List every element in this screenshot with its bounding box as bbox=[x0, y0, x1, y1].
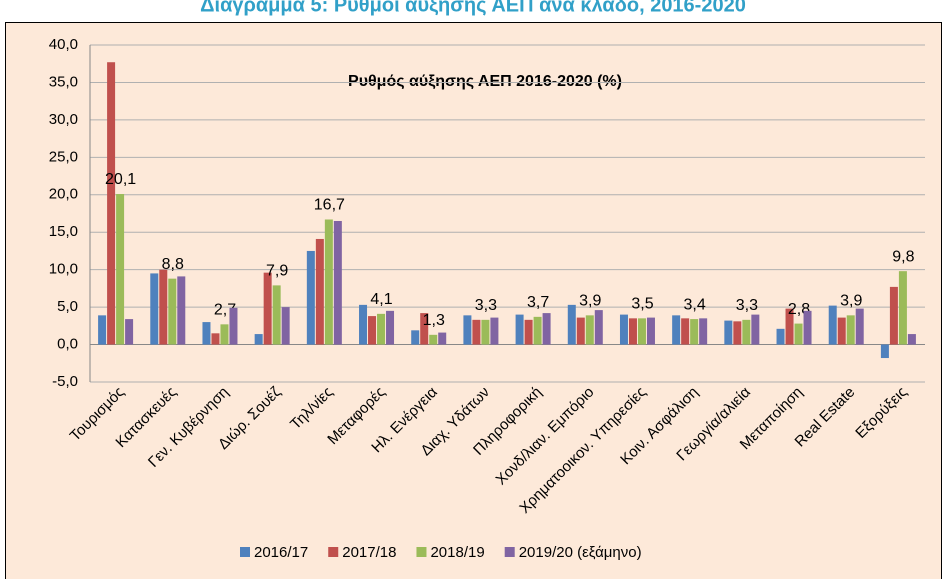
bar bbox=[542, 313, 551, 345]
data-label: 16,7 bbox=[314, 197, 345, 214]
bar bbox=[333, 220, 342, 345]
chart-title: Διάγραμμα 5: Ρυθμοί αύξησης ΑΕΠ ανά κλάδ… bbox=[200, 0, 746, 16]
bar bbox=[429, 334, 438, 345]
bar bbox=[576, 317, 585, 345]
data-label: 3,9 bbox=[579, 293, 601, 310]
bar bbox=[202, 322, 211, 345]
y-tick-label: 10,0 bbox=[49, 261, 78, 278]
legend-label: 2019/20 (εξάμηνο) bbox=[519, 544, 642, 561]
y-tick-label: 0,0 bbox=[57, 336, 78, 353]
bar bbox=[880, 344, 889, 359]
y-tick-label: -5,0 bbox=[52, 373, 78, 390]
bar bbox=[794, 323, 803, 345]
bar bbox=[229, 307, 238, 345]
bar bbox=[515, 314, 524, 345]
data-label: 3,5 bbox=[631, 296, 653, 313]
legend-swatch bbox=[416, 547, 427, 557]
bar bbox=[177, 276, 186, 345]
legend-label: 2016/17 bbox=[254, 544, 308, 561]
bar bbox=[98, 315, 107, 345]
bar bbox=[438, 332, 447, 345]
bar bbox=[594, 310, 603, 345]
bar bbox=[472, 319, 481, 345]
bar bbox=[533, 316, 542, 345]
y-tick-label: 30,0 bbox=[49, 111, 78, 128]
bar bbox=[776, 328, 785, 345]
legend-label: 2017/18 bbox=[342, 544, 396, 561]
bar bbox=[524, 319, 533, 345]
bar bbox=[672, 315, 681, 345]
y-tick-label: 40,0 bbox=[49, 36, 78, 53]
bar bbox=[733, 321, 742, 345]
bar bbox=[742, 319, 751, 345]
bar bbox=[368, 316, 377, 345]
bar bbox=[150, 273, 159, 345]
data-label: 20,1 bbox=[105, 171, 136, 188]
bar bbox=[107, 62, 116, 345]
legend-label: 2018/19 bbox=[430, 544, 484, 561]
bar bbox=[785, 308, 794, 345]
bar bbox=[898, 271, 907, 345]
bar bbox=[637, 318, 646, 345]
bar bbox=[263, 272, 272, 345]
bar bbox=[751, 314, 760, 345]
bar bbox=[254, 334, 263, 345]
data-label: 1,3 bbox=[423, 312, 445, 329]
bar bbox=[306, 250, 315, 345]
data-label: 9,8 bbox=[892, 248, 914, 265]
bar bbox=[359, 304, 368, 345]
bar bbox=[159, 269, 168, 345]
bar bbox=[490, 317, 499, 345]
bar bbox=[803, 310, 812, 345]
bar bbox=[220, 324, 229, 345]
bar bbox=[272, 285, 281, 345]
data-label: 3,3 bbox=[736, 297, 758, 314]
annotation: Ρυθμός αύξησης ΑΕΠ 2016-2020 (%) bbox=[348, 73, 622, 90]
bar bbox=[585, 315, 594, 345]
bar bbox=[837, 317, 846, 345]
bar bbox=[125, 319, 134, 345]
bar bbox=[386, 310, 395, 345]
bar bbox=[116, 194, 125, 345]
bar bbox=[315, 238, 324, 345]
y-tick-label: 25,0 bbox=[49, 148, 78, 165]
data-label: 3,3 bbox=[475, 297, 497, 314]
bar bbox=[828, 305, 837, 345]
y-tick-label: 5,0 bbox=[57, 298, 78, 315]
bar bbox=[324, 219, 333, 345]
data-label: 3,9 bbox=[840, 293, 862, 310]
bar bbox=[646, 317, 655, 345]
data-label: 4,1 bbox=[370, 291, 392, 308]
data-label: 3,7 bbox=[527, 294, 549, 311]
bar bbox=[211, 333, 220, 345]
legend-swatch bbox=[328, 547, 339, 557]
data-label: 8,8 bbox=[162, 256, 184, 273]
bar bbox=[420, 313, 429, 345]
bar bbox=[889, 286, 898, 345]
bar bbox=[681, 318, 690, 345]
data-label: 3,4 bbox=[684, 296, 706, 313]
bar bbox=[855, 308, 864, 345]
data-label: 7,9 bbox=[266, 263, 288, 280]
bar bbox=[377, 313, 386, 345]
bar bbox=[724, 320, 733, 345]
bar bbox=[567, 304, 576, 345]
y-tick-label: 15,0 bbox=[49, 223, 78, 240]
y-tick-label: 20,0 bbox=[49, 186, 78, 203]
bar bbox=[690, 319, 699, 345]
bar bbox=[411, 330, 420, 345]
bar bbox=[281, 307, 290, 345]
bar bbox=[619, 314, 628, 345]
bar bbox=[907, 334, 916, 345]
legend-swatch bbox=[504, 547, 515, 557]
bar bbox=[463, 315, 472, 345]
bar bbox=[846, 315, 855, 345]
bar bbox=[699, 318, 708, 345]
bar bbox=[168, 278, 177, 345]
y-tick-label: 35,0 bbox=[49, 73, 78, 90]
legend-swatch bbox=[240, 547, 250, 557]
bar bbox=[628, 318, 637, 345]
bar bbox=[481, 319, 490, 345]
